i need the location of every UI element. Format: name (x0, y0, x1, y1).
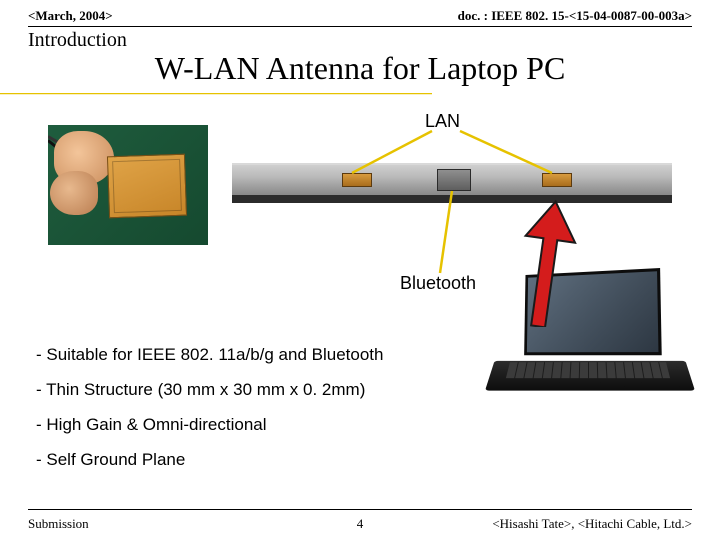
laptop-screen-icon (524, 268, 662, 355)
header-date: <March, 2004> (28, 8, 113, 24)
feature-bullets: - Suitable for IEEE 802. 11a/b/g and Blu… (36, 338, 383, 477)
header-docid: doc. : IEEE 802. 15-<15-04-0087-00-003a> (458, 8, 692, 24)
bluetooth-label: Bluetooth (400, 273, 476, 294)
laptop-photo (490, 271, 690, 411)
footer-rule (28, 509, 692, 510)
slide-title: W-LAN Antenna for Laptop PC (0, 50, 720, 93)
footer-left: Submission (28, 516, 89, 532)
footer-right: <Hisashi Tate>, <Hitachi Cable, Ltd.> (492, 516, 692, 532)
lan-label: LAN (425, 111, 460, 132)
laptop-edge-photo (232, 163, 672, 203)
section-label: Introduction (0, 27, 720, 52)
lan-antenna-icon (542, 173, 572, 187)
bluetooth-module-icon (437, 169, 471, 191)
bullet-item: - Self Ground Plane (36, 443, 383, 478)
finger-icon (50, 171, 98, 215)
bullet-item: - Thin Structure (30 mm x 30 mm x 0. 2mm… (36, 373, 383, 408)
antenna-closeup-photo (48, 125, 208, 245)
bullet-item: - High Gain & Omni-directional (36, 408, 383, 443)
antenna-chip-icon (107, 154, 187, 219)
bullet-item: - Suitable for IEEE 802. 11a/b/g and Blu… (36, 338, 383, 373)
pointer-line (440, 191, 452, 273)
footer: Submission 4 <Hisashi Tate>, <Hitachi Ca… (28, 516, 692, 532)
lan-antenna-icon (342, 173, 372, 187)
footer-page: 4 (357, 516, 364, 532)
laptop-keyboard-icon (506, 362, 670, 378)
